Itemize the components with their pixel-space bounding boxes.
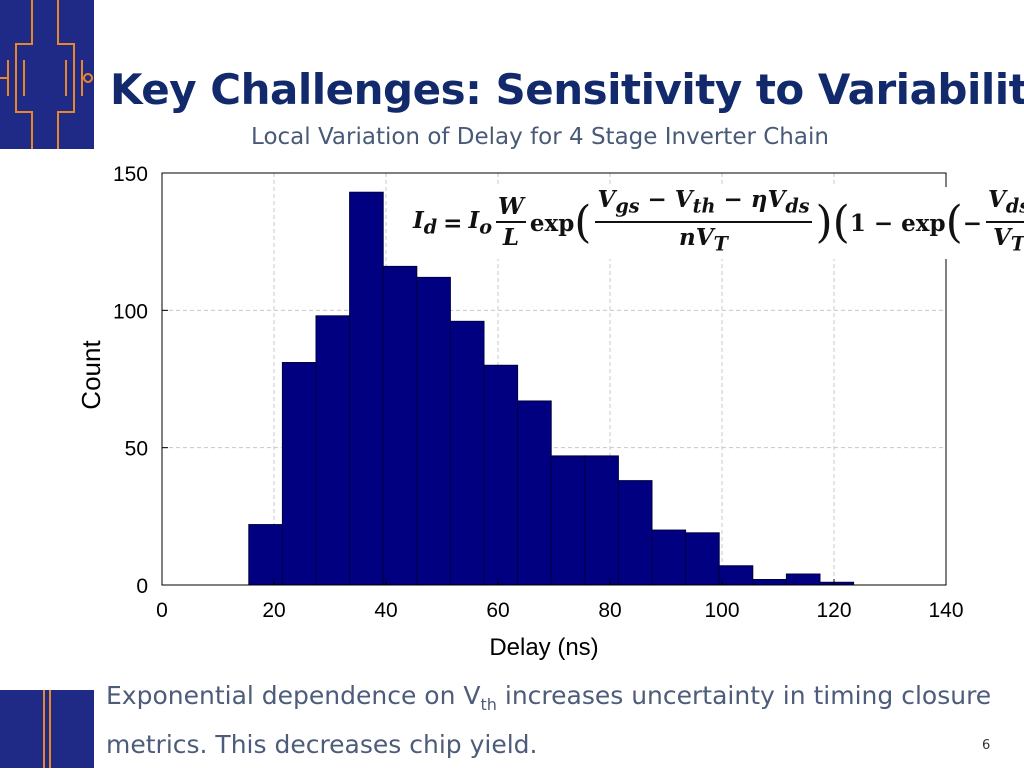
histogram-bar bbox=[349, 191, 384, 586]
x-tick-label: 20 bbox=[262, 599, 285, 622]
histogram-bar bbox=[416, 276, 451, 586]
logo-bottom-icon bbox=[0, 690, 94, 768]
histogram-bar bbox=[785, 573, 821, 586]
histogram-bar bbox=[382, 265, 418, 586]
y-tick-label: 100 bbox=[113, 300, 148, 323]
histogram-bar bbox=[248, 524, 283, 586]
histogram-bar bbox=[315, 315, 351, 586]
histogram-bar bbox=[281, 362, 317, 586]
y-tick-label: 50 bbox=[125, 438, 148, 461]
histogram-bar bbox=[685, 532, 720, 586]
histogram-bar bbox=[651, 529, 687, 586]
page-number: 6 bbox=[982, 738, 991, 753]
histogram-bar bbox=[617, 480, 653, 586]
y-axis-label: Count bbox=[76, 340, 106, 410]
histogram-bar bbox=[517, 400, 552, 586]
x-tick-label: 0 bbox=[156, 599, 168, 622]
histogram-bar bbox=[584, 455, 619, 586]
y-tick-label: 0 bbox=[136, 575, 148, 598]
histogram-bar bbox=[483, 364, 519, 586]
x-tick-label: 140 bbox=[928, 599, 963, 622]
x-tick-label: 100 bbox=[704, 599, 739, 622]
histogram-bar bbox=[449, 320, 485, 586]
histogram-bar bbox=[550, 455, 586, 586]
histogram-chart: 0 20 40 60 80 100 120 140 0 50 100 150 Delay (ns) Cou… bbox=[76, 163, 964, 661]
histogram-bar bbox=[718, 565, 754, 586]
logo-circuit-icon bbox=[0, 0, 94, 149]
histogram-bar bbox=[752, 579, 787, 586]
slide-title: Key Challenges: Sensitivity to Variabili… bbox=[110, 65, 1024, 114]
y-tick-label: 150 bbox=[113, 163, 148, 186]
x-tick-label: 120 bbox=[816, 599, 851, 622]
footer-text: Exponential dependence on Vth increases … bbox=[106, 681, 992, 759]
x-tick-label: 40 bbox=[374, 599, 397, 622]
x-tick-label: 80 bbox=[598, 599, 621, 622]
chart-title: Local Variation of Delay for 4 Stage Inv… bbox=[251, 124, 829, 150]
x-axis-label: Delay (ns) bbox=[489, 634, 598, 661]
plot-frame bbox=[161, 172, 947, 586]
x-tick-label: 60 bbox=[486, 599, 509, 622]
